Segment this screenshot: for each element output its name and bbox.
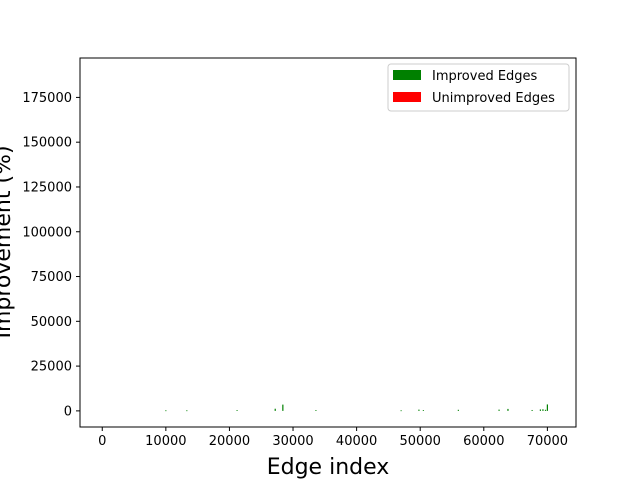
bar-improved (236, 410, 238, 411)
bar-improved (315, 410, 317, 411)
legend-swatch-improved (393, 70, 421, 80)
bar-improved (546, 404, 548, 411)
legend-swatch-unimproved (393, 92, 421, 102)
bar-improved (165, 410, 167, 412)
y-axis-label: Improvement (%) (0, 145, 16, 338)
y-tick-label: 25000 (31, 360, 72, 375)
y-axis-ticks: 0 25000 50000 75000 100000 125000 150000 175000 (22, 91, 80, 419)
bar-improved (274, 408, 276, 411)
bar-improved (186, 410, 188, 412)
y-tick-label: 0 (64, 404, 72, 419)
axes-frame (79, 57, 577, 428)
y-tick-label: 150000 (22, 136, 72, 151)
y-tick-label: 100000 (22, 225, 72, 240)
plot-area (79, 57, 577, 428)
bar-improved (539, 409, 541, 411)
y-tick-label: 175000 (22, 91, 72, 106)
bar-improved (542, 409, 544, 411)
bar-improved (457, 409, 459, 411)
bar-improved (418, 409, 420, 411)
y-tick-label: 75000 (31, 270, 72, 285)
bar-improved (498, 409, 500, 411)
bar-improved (282, 404, 284, 411)
x-tick-label: 0 (98, 434, 106, 449)
y-tick-label: 125000 (22, 180, 72, 195)
bar-series-group (165, 404, 548, 412)
x-tick-label: 20000 (209, 434, 250, 449)
x-axis-label: Edge index (267, 455, 390, 480)
x-tick-label: 60000 (463, 434, 504, 449)
legend-frame (387, 63, 570, 112)
bar-improved (544, 409, 547, 411)
bar-improved (400, 410, 402, 412)
bar-improved (531, 409, 533, 411)
x-axis-ticks: 0 10000 20000 30000 40000 50000 60000 70000 (98, 427, 568, 449)
x-tick-label: 40000 (336, 434, 377, 449)
x-tick-label: 10000 (145, 434, 186, 449)
bar-improved (422, 410, 424, 411)
x-tick-label: 50000 (400, 434, 441, 449)
y-tick-label: 50000 (31, 315, 72, 330)
legend-label-unimproved: Unimproved Edges (432, 91, 555, 106)
x-tick-label: 70000 (527, 434, 568, 449)
legend-label-improved: Improved Edges (432, 69, 538, 84)
x-tick-label: 30000 (272, 434, 313, 449)
legend: Improved Edges Unimproved Edges (387, 63, 570, 112)
bar-improved (507, 408, 509, 411)
